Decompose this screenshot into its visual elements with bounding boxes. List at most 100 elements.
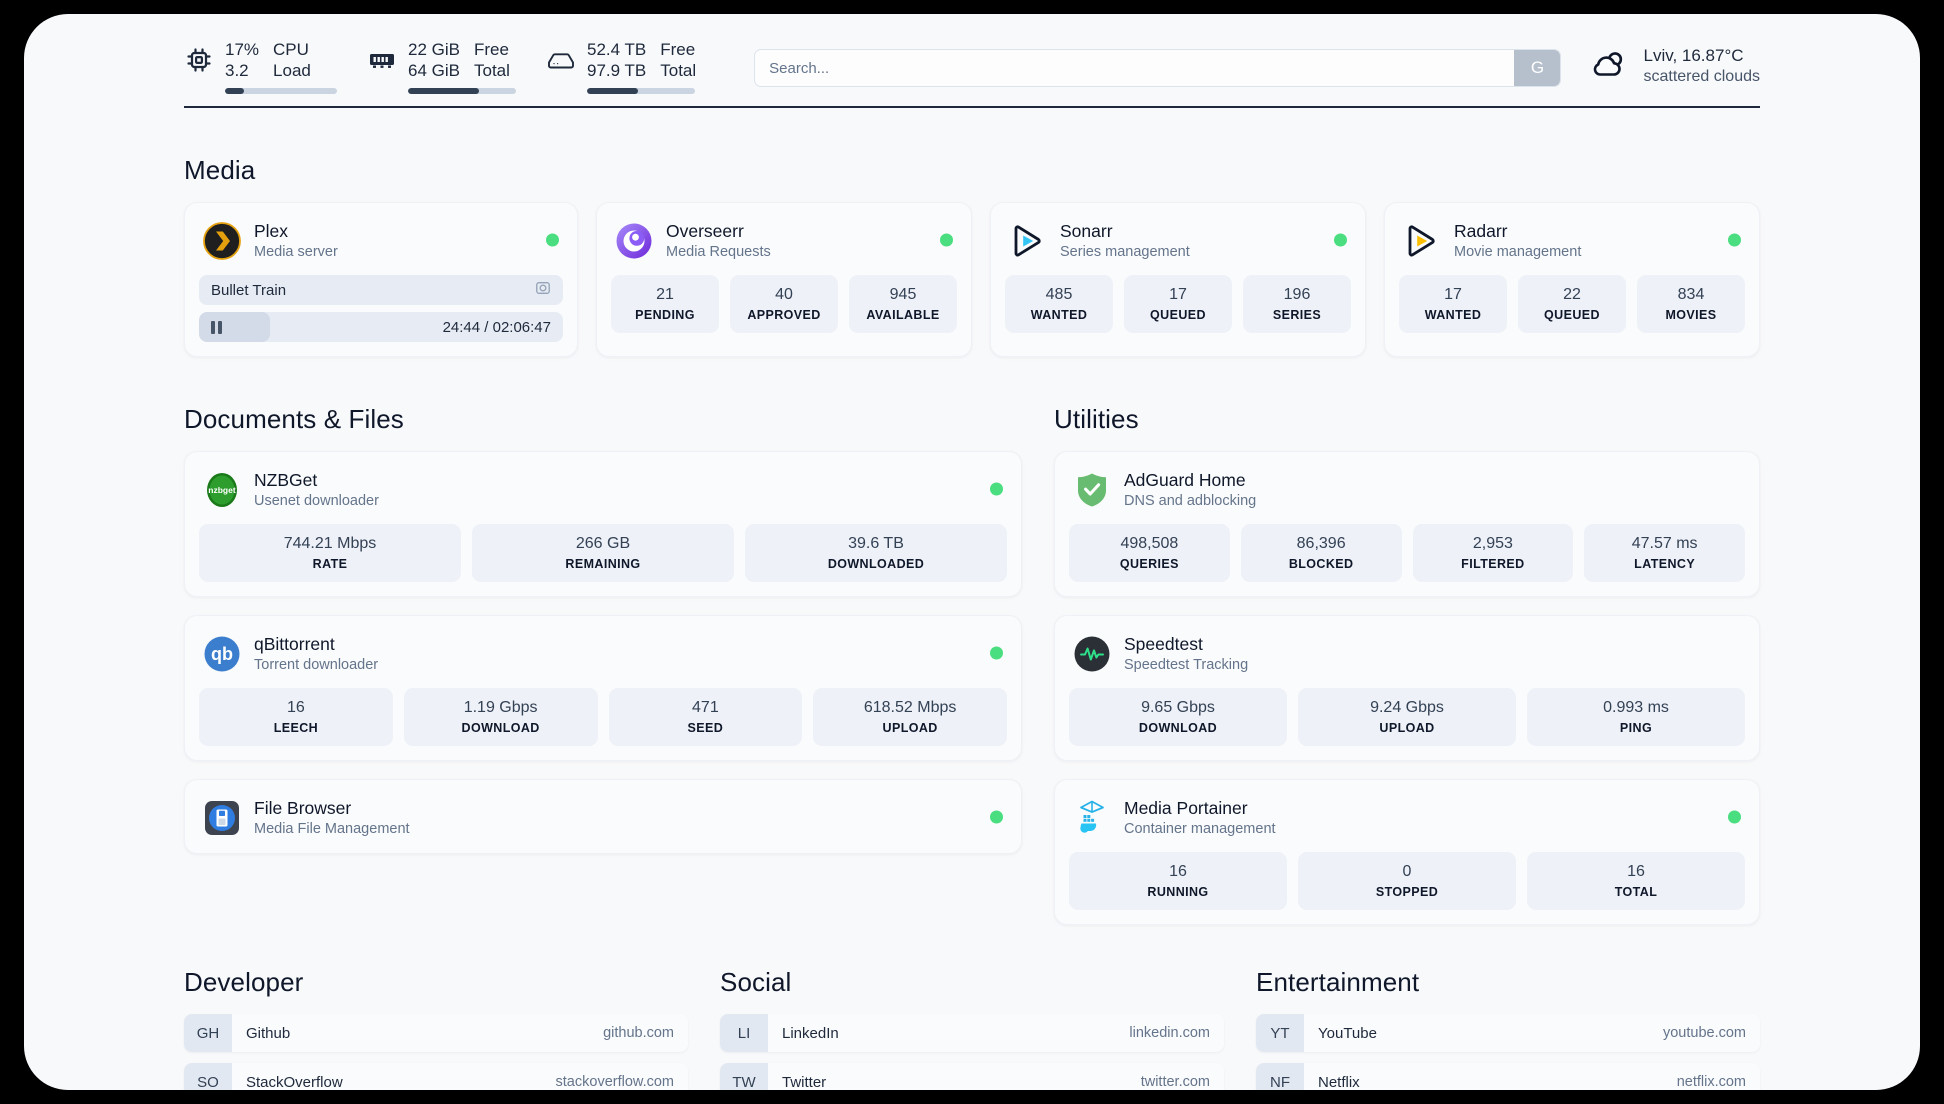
stat-tile-value: 1.19 Gbps (463, 699, 538, 716)
stat-value-primary: 22 GiB (408, 39, 460, 59)
stat-tile: 21 PENDING (611, 275, 719, 333)
bookmark-label: Netflix (1318, 1073, 1360, 1091)
stat-value-primary: 52.4 TB (587, 39, 647, 59)
stat-label-primary: Free (473, 39, 509, 59)
weather-condition: scattered clouds (1643, 68, 1760, 85)
card-header: Media Portainer Container management (1069, 794, 1745, 839)
section-title-utilities: Utilities (1054, 404, 1139, 434)
bookmark-item[interactable]: GH Github github.com (184, 1014, 688, 1052)
stat-tile-label: LATENCY (1634, 557, 1696, 571)
stat-value-secondary: 97.9 TB (587, 60, 647, 80)
radarr-logo (1403, 222, 1441, 260)
bookmark-item[interactable]: NF Netflix netflix.com (1256, 1063, 1760, 1090)
service-card-nzbget[interactable]: nzbget NZBGet Usenet downloader 744.21 Mbps… (184, 451, 1022, 597)
stat-tile-label: LEECH (273, 721, 319, 735)
media-card-row: Plex Media server Bullet Train 24:44 / 02:0… (184, 202, 1760, 357)
stat-tile-value: 9.65 Gbps (1141, 699, 1215, 716)
section-title-documents: Documents & Files (184, 404, 404, 434)
card-stats-row: 16 RUNNING 0 STOPPED 16 TOTAL (1069, 852, 1745, 910)
stat-tile-value: 17 (1169, 286, 1187, 303)
stat-tile-label: STOPPED (1375, 885, 1439, 899)
stat-label-secondary: Total (473, 60, 510, 80)
dashboard-content: Media Plex Media server Bullet Train 24:44 … (24, 155, 1920, 1090)
card-header: AdGuard Home DNS and adblocking (1069, 466, 1745, 511)
stat-tile-label: UPLOAD (882, 721, 938, 735)
service-card-adguard-home[interactable]: AdGuard Home DNS and adblocking 498,508 QUE… (1054, 451, 1760, 597)
card-title: File Browser (254, 798, 352, 818)
bookmark-url: github.com (603, 1025, 674, 1041)
progress-fill (199, 312, 270, 342)
service-card-sonarr[interactable]: Sonarr Series management 485 WANTED 17 QUEUED… (990, 202, 1366, 357)
stat-tile-value: 2,953 (1472, 535, 1513, 552)
stat-tile: 196 SERIES (1243, 275, 1351, 333)
service-card-file-browser[interactable]: File Browser Media File Management (184, 779, 1022, 854)
bookmark-item[interactable]: SO StackOverflow stackoverflow.com (184, 1063, 688, 1090)
stat-tile-value: 266 GB (575, 535, 631, 552)
bookmark-url: twitter.com (1140, 1074, 1210, 1090)
search-submit-button[interactable]: G (1514, 50, 1561, 86)
stat-tile-label: AVAILABLE (866, 308, 940, 322)
stat-tile: 618.52 Mbps UPLOAD (813, 688, 1007, 746)
stat-tile-value: 39.6 TB (848, 535, 904, 552)
pause-icon[interactable] (211, 320, 222, 334)
bookmark-abbr: SO (184, 1063, 232, 1090)
stat-tile-label: APPROVED (747, 308, 821, 322)
bookmark-item[interactable]: YT YouTube youtube.com (1256, 1014, 1760, 1052)
stat-tile: 86,396 BLOCKED (1240, 524, 1402, 582)
bookmark-item[interactable]: LI LinkedIn linkedin.com (720, 1014, 1224, 1052)
stat-tile-value: 9.24 Gbps (1370, 699, 1444, 716)
stat-tile-label: UPLOAD (1379, 721, 1435, 735)
system-stat-cpu: 17% 3.2 CPU Load (184, 39, 337, 94)
stat-tile: 834 MOVIES (1637, 275, 1745, 333)
card-title: Speedtest (1124, 634, 1203, 654)
stat-progress-bar (225, 87, 337, 94)
stat-tile: 40 APPROVED (730, 275, 838, 333)
stat-tile-label: QUEUED (1544, 308, 1600, 322)
card-title: AdGuard Home (1124, 470, 1246, 490)
stat-tile-label: DOWNLOADED (827, 557, 925, 571)
stat-tile-label: WANTED (1030, 308, 1088, 322)
service-card-radarr[interactable]: Radarr Movie management 17 WANTED 22 QUEUED 83… (1384, 202, 1760, 357)
card-title: Radarr (1454, 221, 1508, 241)
stat-tile-value: 16 (1169, 863, 1187, 880)
stat-tile: 0.993 ms PING (1527, 688, 1745, 746)
card-subtitle: Speedtest Tracking (1124, 657, 1249, 673)
bookmark-url: linkedin.com (1129, 1025, 1210, 1041)
stat-tile: 0 STOPPED (1298, 852, 1516, 910)
stat-label-secondary: Total (660, 60, 697, 80)
bookmark-item[interactable]: TW Twitter twitter.com (720, 1063, 1224, 1090)
stat-tile-label: QUERIES (1119, 557, 1179, 571)
card-title: Overseerr (666, 221, 744, 241)
service-card-overseerr[interactable]: Overseerr Media Requests 21 PENDING 40 APPROV… (596, 202, 972, 357)
cpu-icon (184, 45, 214, 75)
service-card-speedtest[interactable]: Speedtest Speedtest Tracking 9.65 Gbps DOWN… (1054, 615, 1760, 761)
bookmark-group-social: Social LI LinkedIn linkedin.com TW Twitter twi… (720, 967, 1224, 1090)
speedtest-logo (1073, 635, 1111, 673)
service-card-qbittorrent[interactable]: qb qBittorrent Torrent downloader 16 LEECH 1.… (184, 615, 1022, 761)
bookmark-label: YouTube (1318, 1024, 1377, 1042)
documents-card-stack: nzbget NZBGet Usenet downloader 744.21 Mbps… (184, 451, 1022, 854)
playback-progress[interactable]: 24:44 / 02:06:47 (199, 312, 563, 342)
bookmark-abbr: YT (1256, 1014, 1304, 1052)
stat-label-secondary: Load (273, 60, 311, 80)
qbittorrent-logo: qb (203, 635, 241, 673)
bookmark-group-title: Developer (184, 967, 304, 997)
stat-value-primary: 17% (225, 39, 260, 59)
stat-tile-value: 16 (1627, 863, 1645, 880)
service-card-media-portainer[interactable]: Media Portainer Container management 16 RUN… (1054, 779, 1760, 925)
bookmark-url: stackoverflow.com (555, 1074, 674, 1090)
system-stats: 17% 3.2 CPU Load 22 GiB 64 GiB Free Total 52.4 T… (184, 39, 726, 94)
cast-icon[interactable] (535, 280, 551, 301)
bookmark-list: YT YouTube youtube.com NF Netflix netflix.com… (1256, 1014, 1760, 1090)
stat-value-secondary: 3.2 (225, 60, 249, 80)
search-input[interactable] (755, 50, 1515, 86)
card-stats-row: 9.65 Gbps DOWNLOAD 9.24 Gbps UPLOAD 0.993 ms… (1069, 688, 1745, 746)
card-stats-row: 21 PENDING 40 APPROVED 945 AVAILABLE (611, 275, 957, 333)
playback-time: 24:44 / 02:06:47 (442, 318, 551, 336)
stat-tile-value: 17 (1444, 286, 1462, 303)
stat-tile: 17 QUEUED (1124, 275, 1232, 333)
card-title: qBittorrent (254, 634, 335, 654)
service-card-plex[interactable]: Plex Media server Bullet Train 24:44 / 02:0… (184, 202, 578, 357)
card-subtitle: DNS and adblocking (1124, 493, 1257, 509)
search-box[interactable]: G (754, 49, 1562, 87)
